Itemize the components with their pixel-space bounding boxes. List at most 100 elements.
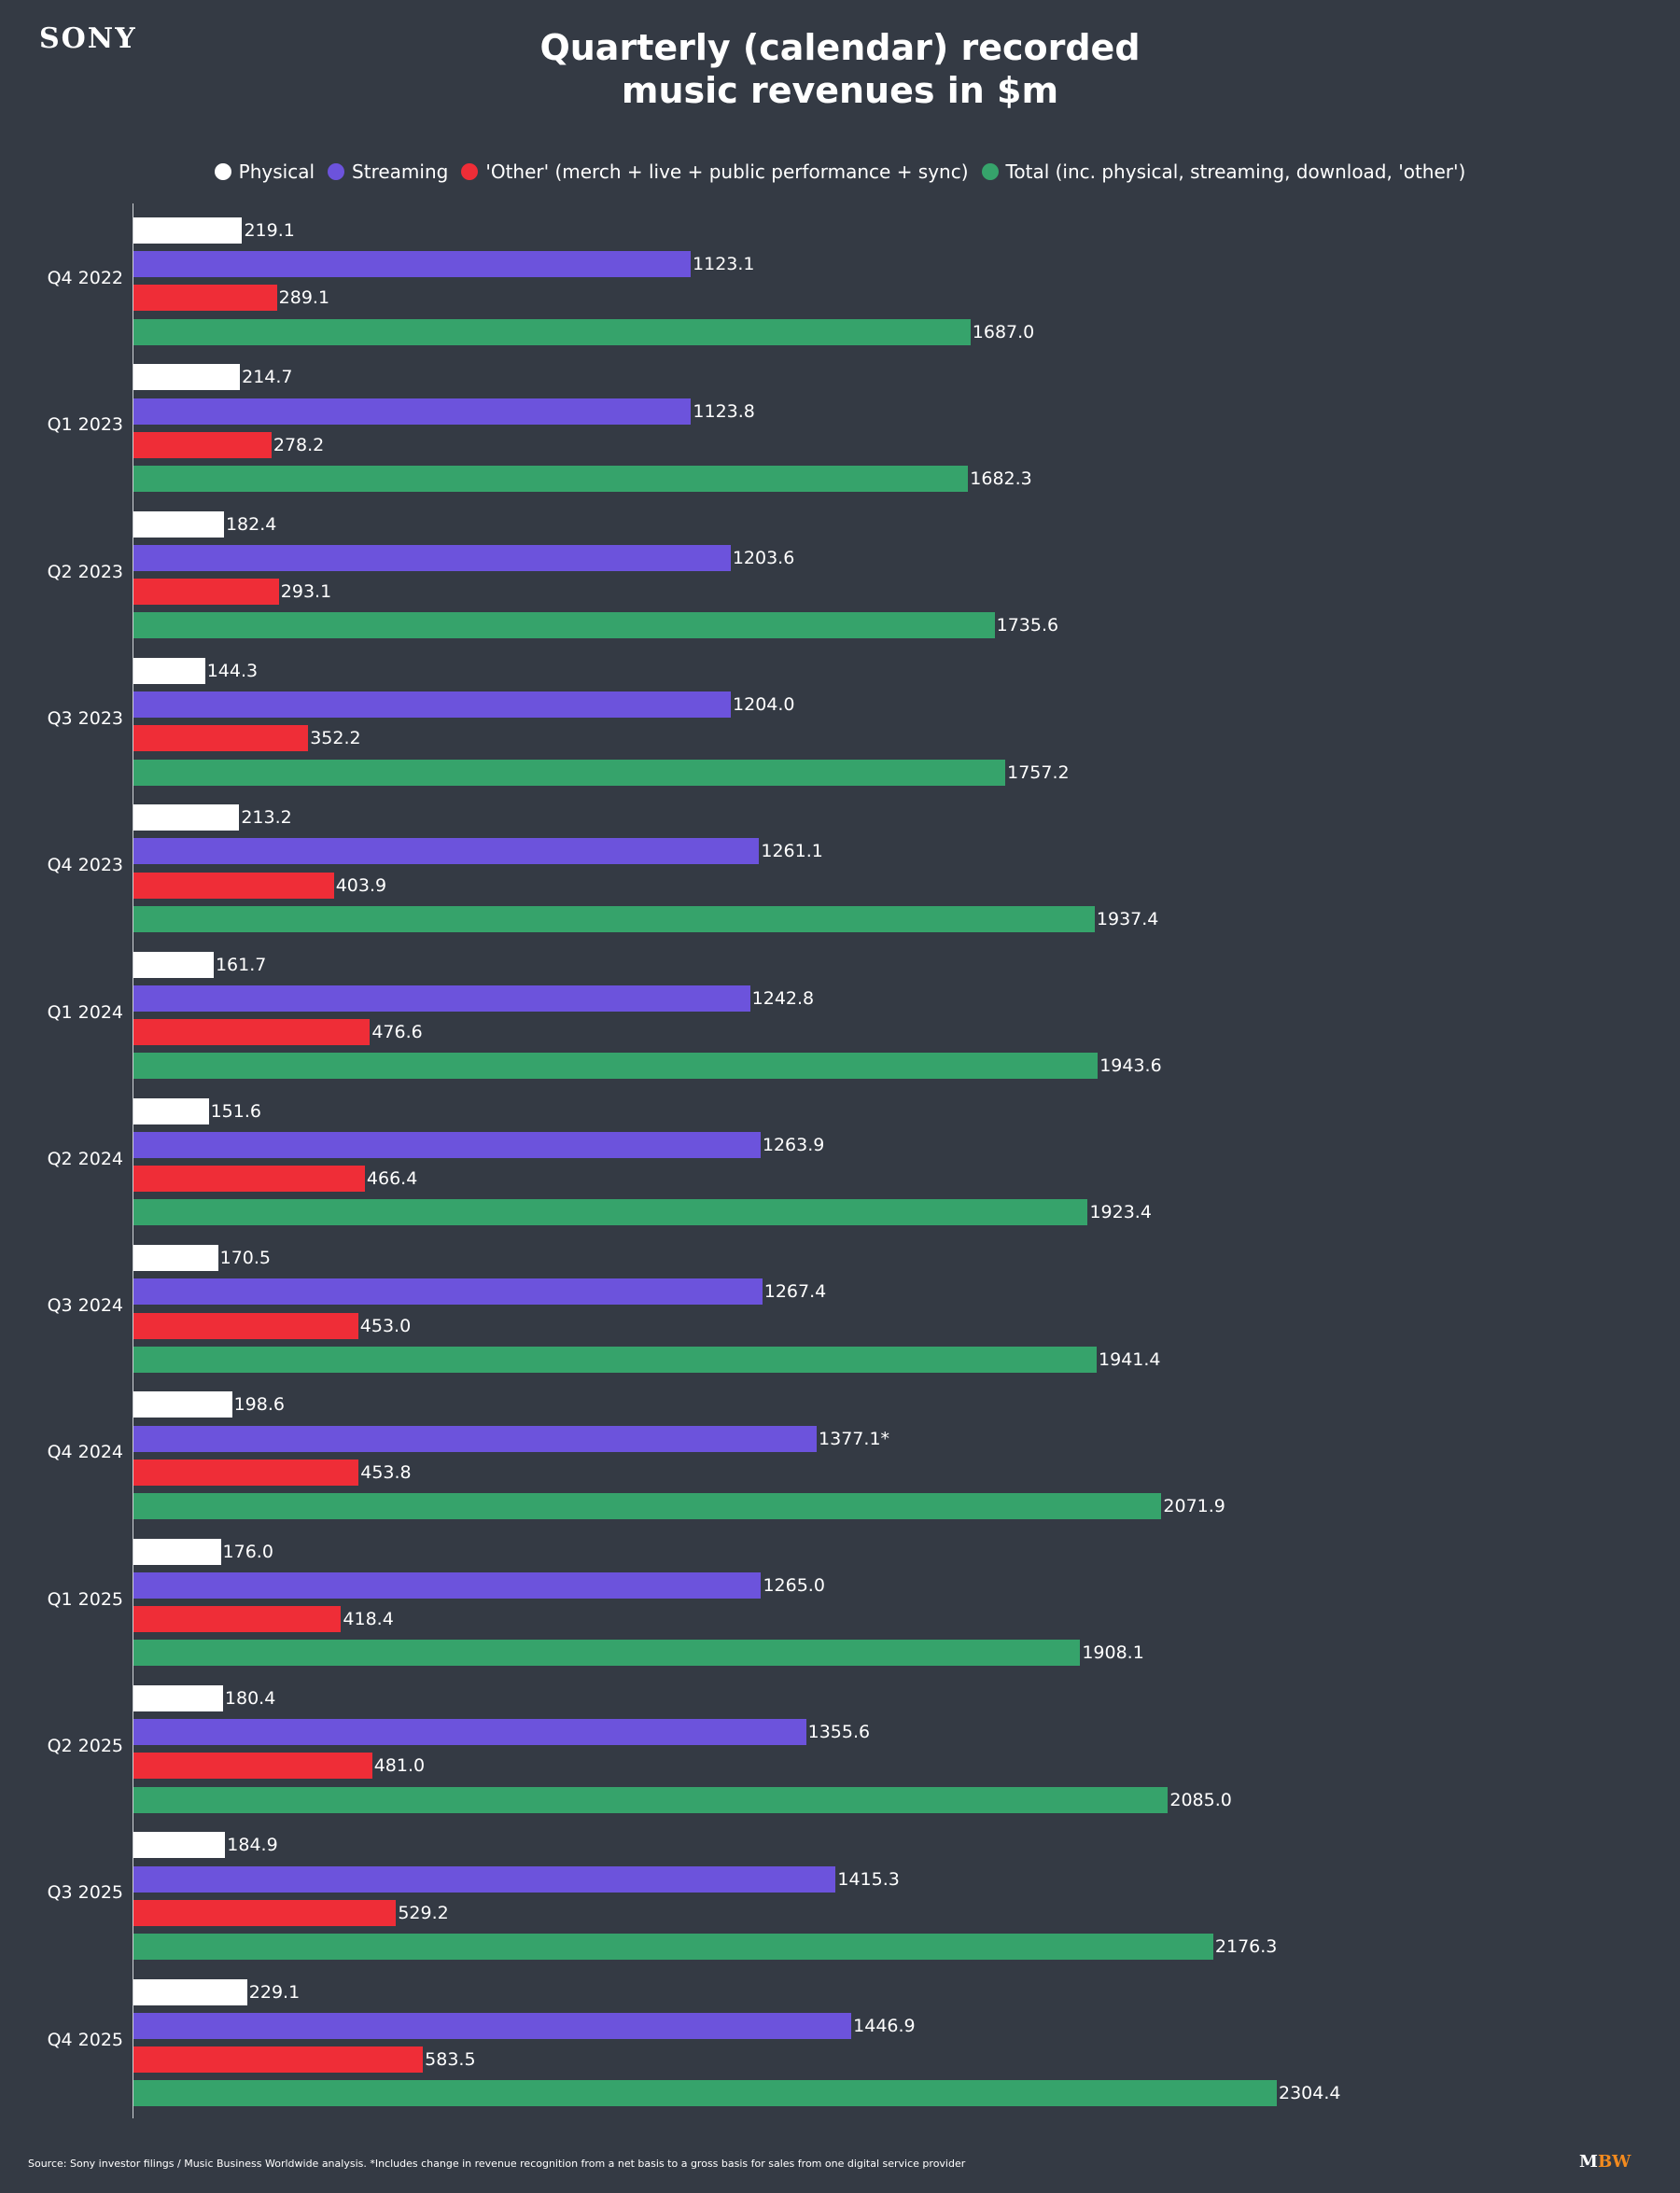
bar-physical <box>133 1832 226 1859</box>
bar-total <box>133 465 969 492</box>
data-label: 476.6 <box>371 1021 423 1042</box>
bar-streaming <box>133 1865 836 1893</box>
data-label: 1203.6 <box>732 547 795 568</box>
data-label: 529.2 <box>398 1902 449 1923</box>
data-label: 1377.1* <box>819 1428 890 1449</box>
legend-label: Physical <box>238 161 315 183</box>
data-label: 2304.4 <box>1279 2083 1341 2104</box>
category-label: Q2 2024 <box>47 1148 123 1169</box>
bar-total <box>133 1493 1162 1519</box>
legend-item: Streaming <box>328 161 448 183</box>
legend-marker <box>214 163 231 180</box>
data-label: 352.2 <box>310 728 361 749</box>
mbw-logo-bw: BW <box>1597 2152 1631 2172</box>
category-label: Q3 2024 <box>47 1295 123 1317</box>
data-label: 180.4 <box>224 1688 276 1709</box>
bar-streaming <box>133 1719 806 1746</box>
chart-title-line1: Quarterly (calendar) recorded <box>539 27 1141 68</box>
bar-other <box>133 431 272 458</box>
bar-total <box>133 1786 1169 1813</box>
bar-other <box>133 1459 359 1486</box>
data-label: 219.1 <box>244 220 295 241</box>
bar-streaming <box>133 251 692 278</box>
bar-other <box>133 1606 342 1633</box>
chart-title-line2: music revenues in $m <box>621 70 1059 111</box>
legend-item: Total (inc. physical, streaming, downloa… <box>981 161 1465 183</box>
bar-total <box>133 1346 1098 1373</box>
bar-physical <box>133 1097 209 1124</box>
bar-other <box>133 872 334 899</box>
bar-total <box>133 1933 1213 1960</box>
bar-other <box>133 1899 397 1926</box>
bar-streaming <box>133 985 750 1012</box>
data-label: 213.2 <box>241 807 292 829</box>
data-label: 466.4 <box>366 1168 418 1190</box>
legend-marker <box>981 163 999 180</box>
legend-marker <box>328 163 345 180</box>
bar-total <box>133 612 995 639</box>
data-label: 1123.1 <box>693 254 755 275</box>
bar-total <box>133 2080 1277 2107</box>
data-label: 453.8 <box>360 1461 412 1483</box>
data-label: 1446.9 <box>853 2015 916 2036</box>
legend-label: Streaming <box>352 161 449 183</box>
bar-streaming <box>133 398 692 425</box>
bar-total <box>133 318 971 345</box>
data-label: 161.7 <box>215 954 267 975</box>
category-label: Q4 2024 <box>47 1442 123 1463</box>
data-label: 418.4 <box>343 1609 394 1630</box>
data-label: 151.6 <box>210 1100 261 1122</box>
data-label: 1923.4 <box>1089 1202 1152 1223</box>
sony-logo: SONY <box>39 22 137 55</box>
data-label: 1267.4 <box>763 1281 827 1303</box>
bar-physical <box>133 951 214 978</box>
bar-other <box>133 579 279 605</box>
data-label: 1415.3 <box>837 1868 900 1890</box>
data-label: 170.5 <box>219 1248 272 1269</box>
data-label: 481.0 <box>373 1755 426 1777</box>
category-label: Q1 2025 <box>47 1588 123 1610</box>
data-label: 583.5 <box>425 2049 476 2070</box>
category-label: Q3 2023 <box>47 707 123 729</box>
data-label: 289.1 <box>278 287 330 309</box>
data-label: 278.2 <box>273 434 325 455</box>
bar-other <box>133 725 309 752</box>
bar-other <box>133 1312 358 1339</box>
data-label: 1943.6 <box>1099 1055 1162 1077</box>
bar-streaming <box>133 1571 762 1599</box>
data-label: 1204.0 <box>733 694 795 716</box>
data-label: 144.3 <box>206 660 259 681</box>
bar-other <box>133 1018 371 1045</box>
bar-physical <box>133 804 240 831</box>
bar-physical <box>133 1245 218 1272</box>
data-label: 1937.4 <box>1096 908 1159 929</box>
data-label: 453.0 <box>359 1315 412 1336</box>
category-label: Q4 2023 <box>47 855 123 876</box>
bar-other <box>133 1753 372 1780</box>
data-label: 1355.6 <box>807 1722 871 1743</box>
bar-other <box>133 1166 365 1193</box>
data-label: 198.6 <box>233 1394 285 1416</box>
mbw-logo: MBW <box>1579 2152 1631 2172</box>
bar-physical <box>133 364 241 391</box>
bar-total <box>133 759 1006 786</box>
bar-streaming <box>133 1278 763 1306</box>
category-label: Q4 2022 <box>47 268 123 288</box>
data-label: 1757.2 <box>1007 761 1070 783</box>
legend: Physical Streaming 'Other' (merch + live +… <box>0 161 1680 183</box>
data-label: 1265.0 <box>763 1574 825 1596</box>
bar-physical <box>133 510 224 538</box>
data-label: 229.1 <box>248 1981 301 2003</box>
data-label: 176.0 <box>222 1541 273 1562</box>
data-label: 1123.8 <box>693 400 755 422</box>
legend-item: Physical <box>214 161 315 183</box>
source-note: Source: Sony investor filings / Music Bu… <box>28 2158 966 2170</box>
data-label: 293.1 <box>280 581 332 602</box>
data-label: 403.9 <box>335 874 387 896</box>
bar-total <box>133 1053 1099 1080</box>
bar-other <box>133 285 277 312</box>
category-label: Q4 2025 <box>47 2029 123 2050</box>
bar-streaming <box>133 1132 761 1158</box>
category-label: Q2 2025 <box>47 1736 123 1756</box>
data-label: 1908.1 <box>1082 1642 1144 1664</box>
